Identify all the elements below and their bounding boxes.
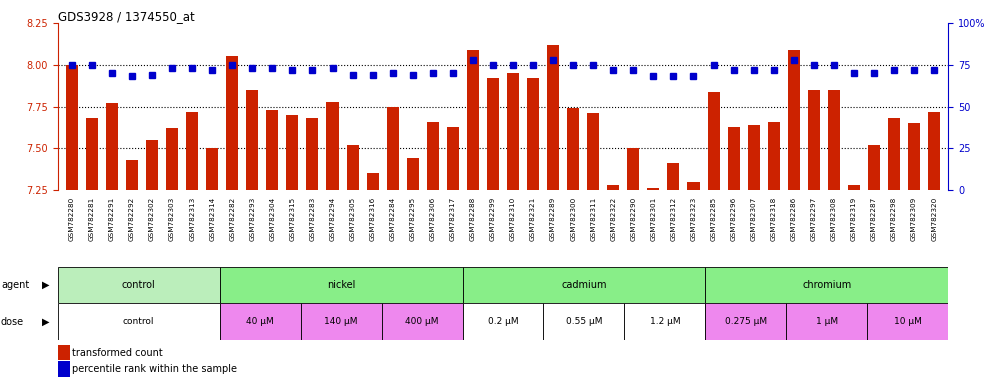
Text: percentile rank within the sample: percentile rank within the sample — [72, 364, 237, 374]
Bar — [462, 303, 544, 340]
Text: cadmium: cadmium — [561, 280, 607, 290]
Bar — [705, 303, 786, 340]
Bar — [848, 185, 860, 190]
Bar — [788, 50, 800, 190]
Bar — [808, 90, 820, 190]
Bar — [567, 108, 580, 190]
Bar — [381, 303, 462, 340]
Text: 0.275 μM: 0.275 μM — [725, 317, 767, 326]
Bar — [544, 303, 624, 340]
Bar — [206, 148, 218, 190]
Bar — [58, 267, 220, 303]
Bar — [828, 90, 840, 190]
Bar — [406, 158, 418, 190]
Text: chromium: chromium — [802, 280, 852, 290]
Bar — [386, 106, 398, 190]
Bar — [106, 103, 118, 190]
Bar — [748, 125, 760, 190]
Bar — [547, 45, 559, 190]
Text: GDS3928 / 1374550_at: GDS3928 / 1374550_at — [58, 10, 194, 23]
Text: dose: dose — [1, 316, 24, 327]
Bar — [86, 118, 98, 190]
Bar — [220, 267, 462, 303]
Bar — [347, 145, 359, 190]
Bar — [447, 127, 459, 190]
Bar — [588, 113, 600, 190]
Bar — [462, 267, 705, 303]
Text: 1 μM: 1 μM — [816, 317, 838, 326]
Text: 40 μM: 40 μM — [246, 317, 274, 326]
Text: transformed count: transformed count — [72, 348, 162, 358]
Bar — [667, 163, 679, 190]
Bar — [307, 118, 319, 190]
Bar — [246, 90, 258, 190]
Bar — [287, 115, 299, 190]
Text: 10 μM: 10 μM — [893, 317, 921, 326]
Bar — [327, 101, 339, 190]
Bar — [527, 78, 539, 190]
Bar — [146, 140, 158, 190]
Bar — [301, 303, 381, 340]
Bar — [705, 267, 948, 303]
Text: control: control — [122, 280, 155, 290]
Bar — [868, 145, 880, 190]
Bar — [627, 148, 639, 190]
Bar — [908, 123, 920, 190]
Bar — [768, 122, 780, 190]
Bar — [624, 303, 705, 340]
Text: 1.2 μM: 1.2 μM — [649, 317, 680, 326]
Text: 400 μM: 400 μM — [405, 317, 439, 326]
Bar — [507, 73, 519, 190]
Bar — [58, 303, 220, 340]
Text: ▶: ▶ — [42, 316, 50, 327]
Bar — [66, 65, 78, 190]
Bar — [220, 303, 301, 340]
Bar — [928, 112, 940, 190]
Text: 0.2 μM: 0.2 μM — [488, 317, 518, 326]
Bar — [888, 118, 900, 190]
Bar — [728, 127, 740, 190]
Bar — [487, 78, 499, 190]
Bar — [125, 160, 138, 190]
Bar — [687, 182, 699, 190]
Bar — [367, 174, 378, 190]
Bar — [647, 189, 659, 190]
Bar — [186, 112, 198, 190]
Bar — [467, 50, 479, 190]
Text: 0.55 μM: 0.55 μM — [566, 317, 603, 326]
Bar — [166, 128, 178, 190]
Text: control: control — [123, 317, 154, 326]
Text: ▶: ▶ — [42, 280, 50, 290]
Bar — [786, 303, 868, 340]
Bar — [226, 56, 238, 190]
Bar — [868, 303, 948, 340]
Text: nickel: nickel — [327, 280, 356, 290]
Bar — [707, 91, 719, 190]
Bar — [266, 110, 278, 190]
Text: agent: agent — [1, 280, 29, 290]
Bar — [426, 122, 439, 190]
Text: 140 μM: 140 μM — [325, 317, 358, 326]
Bar — [608, 185, 620, 190]
